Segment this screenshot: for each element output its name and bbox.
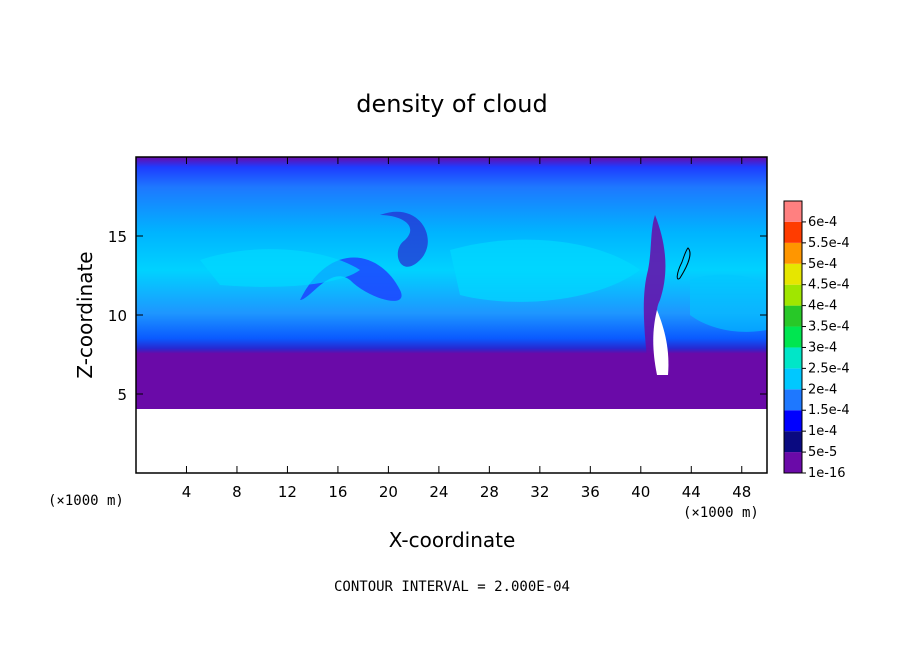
colorbar-label: 4.5e-4 xyxy=(808,278,850,293)
colorbar-swatch xyxy=(784,452,802,473)
colorbar-swatch xyxy=(784,347,802,369)
x-tick-label: 32 xyxy=(530,483,549,501)
x-tick-label: 48 xyxy=(732,483,751,501)
plot-area xyxy=(136,157,767,473)
y-axis: 5 10 15 xyxy=(108,228,767,404)
colorbar-label: 6e-4 xyxy=(808,215,837,230)
contour-line xyxy=(676,247,691,280)
x-tick-label: 44 xyxy=(682,483,701,501)
cloud-core-far-right xyxy=(690,274,767,332)
colorbar-swatch xyxy=(784,284,802,306)
x-axis: 4 8 12 16 20 24 28 32 36 40 44 48 xyxy=(182,157,751,501)
x-tick-label: 36 xyxy=(581,483,600,501)
colorbar: 1e-16 5e-5 1e-4 1.5e-4 2e-4 2.5e-4 3e-4 3.5e-4 4… xyxy=(783,200,850,481)
cloud-swirl-mid xyxy=(380,211,428,267)
cloud-core-left xyxy=(200,249,360,287)
x-tick-label: 20 xyxy=(379,483,398,501)
colorbar-frame xyxy=(783,200,803,474)
colorbar-label: 2e-4 xyxy=(808,382,837,397)
x-unit-left: (×1000 m) xyxy=(48,493,124,509)
colorbar-label: 5e-4 xyxy=(808,257,837,272)
colorbar-label: 1.5e-4 xyxy=(808,403,850,418)
colorbar-label: 2.5e-4 xyxy=(808,361,850,376)
x-tick-label: 40 xyxy=(631,483,650,501)
x-unit-right: (×1000 m) xyxy=(683,505,759,521)
colorbar-swatch xyxy=(784,305,802,327)
y-tick-label: 15 xyxy=(108,228,127,246)
x-tick-label: 16 xyxy=(328,483,347,501)
updraft-column xyxy=(643,215,668,385)
colorbar-swatch xyxy=(784,431,802,453)
updraft-core xyxy=(653,310,669,375)
colorbar-swatch xyxy=(784,263,802,285)
cloud-core-right xyxy=(450,239,640,302)
colorbar-label: 4e-4 xyxy=(808,299,837,314)
x-axis-title: X-coordinate xyxy=(389,528,516,552)
ground-clear-region xyxy=(136,409,767,473)
colorbar-label: 3.5e-4 xyxy=(808,320,850,335)
chart-title: density of cloud xyxy=(356,90,547,118)
colorbar-label: 3e-4 xyxy=(808,340,837,355)
x-tick-label: 8 xyxy=(232,483,242,501)
x-tick-label: 24 xyxy=(429,483,448,501)
x-tick-label: 4 xyxy=(182,483,192,501)
colorbar-swatch xyxy=(784,410,802,432)
colorbar-swatch xyxy=(784,389,802,411)
contour-interval-note: CONTOUR INTERVAL = 2.000E-04 xyxy=(334,579,570,595)
y-axis-title: Z-coordinate xyxy=(73,251,97,378)
colorbar-swatch xyxy=(784,368,802,390)
colorbar-swatch xyxy=(784,201,802,222)
x-tick-label: 12 xyxy=(278,483,297,501)
colorbar-label: 5.5e-4 xyxy=(808,236,850,251)
x-tick-label: 28 xyxy=(480,483,499,501)
base-band xyxy=(136,395,767,409)
colorbar-label: 5e-5 xyxy=(808,445,837,460)
y-tick-label: 10 xyxy=(108,307,127,325)
colorbar-swatch xyxy=(784,242,802,264)
colorbar-swatch xyxy=(784,326,802,348)
colorbar-label: 1e-16 xyxy=(808,466,846,481)
colorbar-label: 1e-4 xyxy=(808,424,837,439)
colorbar-swatch xyxy=(784,221,802,243)
y-tick-label: 5 xyxy=(117,386,127,404)
